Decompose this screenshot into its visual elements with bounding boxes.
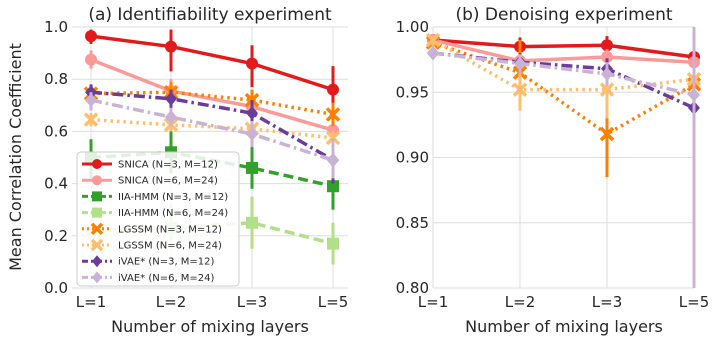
data-point: [83, 112, 99, 127]
series-line: [90, 57, 334, 132]
data-point: [599, 126, 615, 142]
data-point: [165, 91, 177, 106]
data-point: [601, 39, 613, 52]
y-tick-label: 1.00: [396, 18, 429, 36]
data-point: [85, 53, 97, 66]
chart-title: (b) Denoising experiment: [455, 5, 672, 25]
legend-box: [76, 151, 240, 287]
series-line: [432, 38, 695, 92]
y-tick-label: 0.4: [44, 175, 68, 193]
data-point: [246, 161, 258, 174]
x-tick-label: L=5: [318, 293, 348, 311]
panel-denoising: 0.80 0.85 0.90 0.95 1.00 L=1 L=2 L=3 L=5 (b) Den…: [396, 5, 710, 336]
legend-item: LGSSM (N=3, M=12): [82, 222, 222, 236]
y-tick-label: 0.2: [44, 227, 68, 245]
legend-label: iVAE* (N=6, M=24): [118, 273, 215, 284]
legend-item: iVAE* (N=6, M=24): [82, 271, 215, 284]
legend-marker: [92, 255, 102, 268]
series-line: [90, 117, 334, 140]
y-axis-label: Mean Correlation Coefficient: [6, 43, 25, 271]
x-tick-label: L=2: [156, 293, 186, 311]
x-tick-label: L=5: [679, 293, 709, 311]
legend-item: IIA-HMM (N=6, M=24): [82, 207, 228, 219]
series-group: [83, 29, 341, 265]
legend-marker: [92, 207, 102, 218]
legend-item: LGSSM (N=6, M=24): [82, 238, 222, 252]
legend-label: SNICA (N=6, M=24): [118, 176, 218, 187]
data-point: [327, 83, 339, 96]
data-point: [325, 107, 341, 122]
data-point: [246, 216, 258, 229]
x-tick-label: L=3: [237, 293, 267, 311]
data-point: [327, 237, 339, 250]
legend-label: LGSSM (N=6, M=24): [118, 241, 222, 252]
data-point: [688, 87, 700, 102]
y-tick-label: 0.8: [44, 70, 68, 88]
series: [85, 29, 339, 116]
legend-item: SNICA (N=6, M=24): [82, 175, 218, 187]
legend-marker: [92, 191, 102, 202]
data-point: [85, 30, 97, 43]
tick-labels: 0.80 0.85 0.90 0.95 1.00 L=1 L=2 L=3 L=5: [396, 18, 710, 311]
series-line: [432, 38, 695, 59]
data-point: [246, 57, 258, 70]
legend-label: IIA-HMM (N=6, M=24): [118, 208, 228, 219]
legend-item: IIA-HMM (N=3, M=12): [82, 191, 228, 203]
series-line: [90, 90, 334, 162]
legend-item: SNICA (N=3, M=12): [82, 159, 218, 171]
series: [427, 27, 700, 288]
data-point: [599, 82, 615, 97]
legend-marker: [92, 159, 102, 169]
legend-item: iVAE* (N=3, M=12): [82, 255, 215, 268]
y-tick-label: 0.0: [44, 279, 68, 297]
data-point: [165, 110, 177, 125]
x-tick-label: L=1: [76, 293, 106, 311]
data-point: [425, 32, 441, 48]
series-line: [90, 98, 334, 162]
legend-label: iVAE* (N=3, M=12): [118, 257, 215, 268]
data-point: [427, 46, 439, 61]
legend: SNICA (N=3, M=12) SNICA (N=6, M=24) IIA-HM…: [76, 151, 240, 287]
series-line: [90, 34, 334, 92]
y-tick-label: 0.95: [396, 83, 429, 101]
data-point: [512, 82, 528, 97]
series-line: [90, 90, 334, 117]
data-point: [601, 66, 613, 81]
data-point: [325, 130, 341, 146]
legend-label: IIA-HMM (N=3, M=12): [118, 192, 228, 203]
data-point: [601, 51, 613, 64]
data-point: [85, 93, 97, 108]
tick-labels: 0.0 0.2 0.4 0.6 0.8 1.0 L=1 L=2 L=3 L=5: [44, 18, 348, 311]
series-group: [425, 27, 702, 288]
data-point: [327, 153, 339, 168]
chart-title: (a) Identifiability experiment: [88, 5, 332, 25]
y-tick-label: 0.85: [396, 214, 429, 232]
panel-identifiability: 0.0 0.2 0.4 0.6 0.8 1.0 L=1 L=2 L=3 L=5 (a) Ident…: [6, 5, 348, 336]
x-tick-label: L=2: [505, 293, 535, 311]
x-tick-label: L=1: [418, 293, 448, 311]
y-tick-label: 0.6: [44, 122, 68, 140]
data-point: [165, 40, 177, 53]
y-tick-label: 1.0: [44, 18, 68, 36]
legend-marker: [92, 271, 102, 284]
x-axis-label: Number of mixing layers: [111, 317, 309, 336]
legend-marker: [92, 175, 102, 186]
legend-marker: [90, 222, 104, 236]
y-tick-label: 0.80: [396, 279, 429, 297]
legend-label: LGSSM (N=3, M=12): [118, 224, 222, 235]
data-point: [327, 180, 339, 193]
series-line: [432, 38, 695, 64]
data-point: [246, 127, 258, 142]
data-point: [246, 106, 258, 121]
legend-label: SNICA (N=3, M=12): [118, 160, 218, 171]
legend-marker: [90, 238, 104, 252]
y-tick-label: 0.90: [396, 149, 429, 167]
series-line: [432, 51, 695, 97]
series: [85, 92, 339, 179]
x-axis-label: Number of mixing layers: [465, 317, 663, 336]
x-tick-label: L=3: [592, 293, 622, 311]
data-point: [514, 56, 526, 71]
